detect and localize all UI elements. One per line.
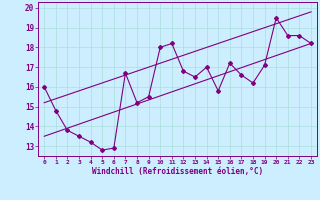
X-axis label: Windchill (Refroidissement éolien,°C): Windchill (Refroidissement éolien,°C)	[92, 167, 263, 176]
